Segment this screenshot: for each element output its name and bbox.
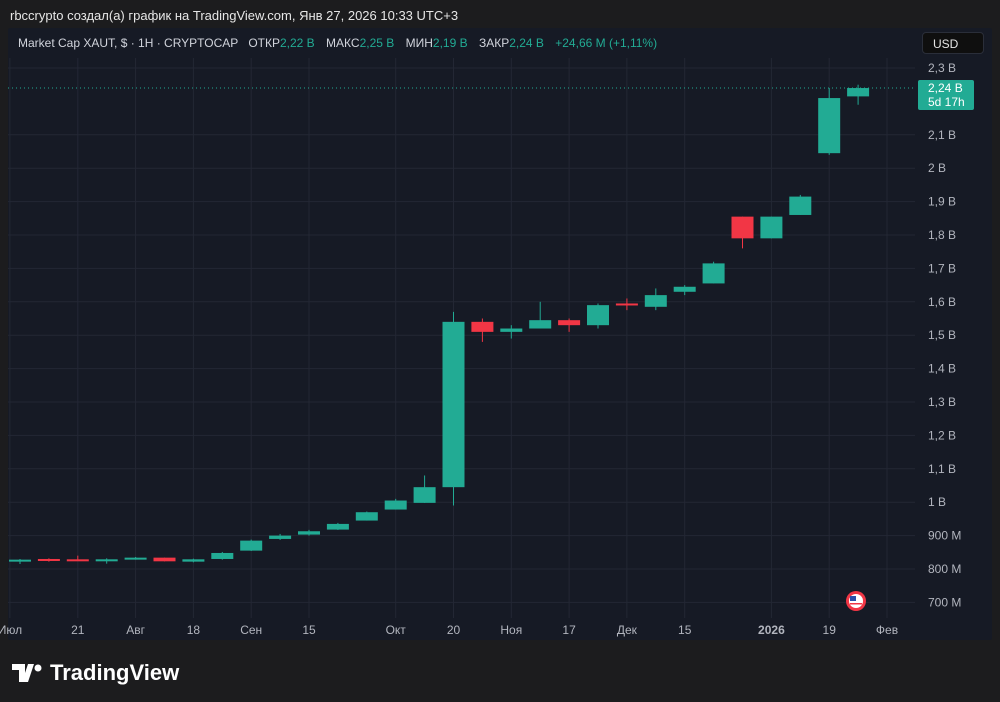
time-tick-label: 17 (562, 623, 576, 637)
close-value: 2,24 B (509, 36, 544, 50)
candle-body (240, 540, 263, 551)
time-tick-label: 15 (678, 623, 692, 637)
candle-body (789, 196, 812, 215)
price-tick-label: 1,1 B (928, 462, 956, 476)
time-tick-label: Ноя (500, 623, 522, 637)
candle-body (558, 320, 581, 326)
price-tick-label: 1,6 B (928, 295, 956, 309)
open-value: 2,22 B (279, 36, 315, 50)
price-tick-label: 800 M (928, 562, 961, 576)
price-tick-label: 900 M (928, 529, 961, 543)
bar-countdown: 5d 17h (928, 95, 965, 109)
candle-body (124, 557, 147, 560)
time-tick-label: Июл (0, 623, 22, 637)
candle-body (529, 320, 552, 329)
price-tick-label: 1 B (928, 495, 946, 509)
tradingview-logo-icon (12, 664, 42, 682)
candle-body (442, 321, 465, 488)
time-tick-label: 19 (823, 623, 837, 637)
change-value: +24,66 M (+1,11%) (555, 36, 658, 50)
candle-body (644, 295, 667, 307)
time-tick-label: Дек (617, 623, 638, 637)
candle-body (818, 98, 841, 154)
price-tick-label: 2,1 B (928, 128, 956, 142)
price-tick-label: 1,8 B (928, 228, 956, 242)
candle-body (471, 321, 494, 332)
candle-body (153, 557, 176, 562)
price-tick-label: 1,9 B (928, 195, 956, 209)
price-tick-label: 1,3 B (928, 395, 956, 409)
brand-name: TradingView (50, 660, 180, 685)
candle-body (587, 305, 609, 326)
candle-body (673, 286, 696, 292)
time-tick-label: 20 (447, 623, 461, 637)
us-flag-event-icon (846, 591, 866, 611)
candle-body (211, 552, 234, 559)
candle-body (269, 535, 292, 539)
candle-body (182, 559, 205, 562)
candle-body (384, 500, 407, 510)
candle-body (9, 559, 31, 562)
price-tick-label: 1,2 B (928, 428, 956, 442)
currency-button[interactable]: USD (922, 32, 984, 54)
time-tick-label: Фев (876, 623, 898, 637)
candle-body (355, 512, 378, 521)
high-label: МАКС (326, 36, 360, 50)
price-tick-label: 1,4 B (928, 362, 956, 376)
candle-body (615, 303, 638, 306)
time-tick-label: 2026 (758, 623, 785, 637)
candle-body (95, 559, 118, 562)
candle-body (66, 559, 89, 562)
candle-body (702, 263, 725, 284)
candle-body (413, 487, 436, 503)
candle-body (500, 328, 523, 332)
tradingview-logo: TradingView (12, 660, 179, 686)
time-tick-label: 18 (187, 623, 201, 637)
time-tick-label: 21 (71, 623, 85, 637)
low-label: МИН (405, 36, 433, 50)
time-tick-label: Окт (386, 623, 407, 637)
candle-body (326, 523, 349, 530)
last-price-badge (918, 80, 974, 111)
price-tick-label: 2,3 B (928, 61, 956, 75)
candle-body (760, 216, 783, 239)
last-price-value: 2,24 B (928, 81, 963, 95)
open-label: ОТКР (248, 36, 280, 50)
price-tick-label: 1,7 B (928, 261, 956, 275)
symbol-name: Market Cap XAUT, $ · 1H · CRYPTOCAP (18, 36, 239, 50)
symbol-legend: Market Cap XAUT, $ · 1H · CRYPTOCAP ОТКР… (18, 36, 665, 50)
time-tick-label: 15 (302, 623, 316, 637)
high-value: 2,25 B (359, 36, 395, 50)
candle-body (37, 558, 60, 561)
price-tick-label: 1,5 B (928, 328, 956, 342)
time-tick-label: Авг (126, 623, 145, 637)
price-tick-label: 700 M (928, 595, 961, 609)
time-tick-label: Сен (240, 623, 262, 637)
low-value: 2,19 B (432, 36, 468, 50)
chart-caption: rbccrypto создал(а) график на TradingVie… (10, 8, 459, 23)
candle-body (731, 216, 754, 239)
price-tick-label: 2 B (928, 161, 946, 175)
candle-body (847, 88, 870, 97)
candle-body (298, 531, 320, 535)
close-label: ЗАКР (478, 36, 510, 50)
